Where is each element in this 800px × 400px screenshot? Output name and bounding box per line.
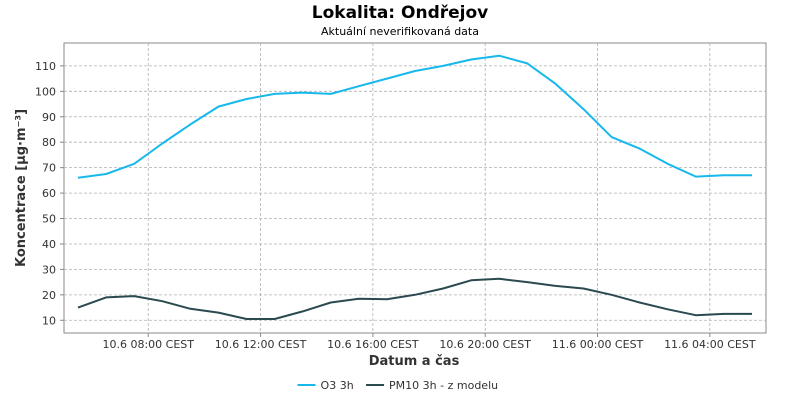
y-tick-label: 90 [42, 111, 56, 124]
y-tick-label: 30 [42, 263, 56, 276]
x-tick-label: 11.6 04:00 CEST [664, 338, 756, 351]
y-tick-label: 40 [42, 238, 56, 251]
x-axis-label: Datum a čas [369, 354, 460, 369]
y-axis-ticks: 10 20 30 40 50 60 70 80 90 100 110 [35, 60, 64, 327]
series-line-pm10 [77, 277, 752, 320]
legend-item-label: O3 3h [321, 379, 354, 392]
grid-lines [64, 43, 766, 333]
legend-item-label: PM10 3h - z modelu [389, 379, 498, 392]
chart-subtitle: Aktuální neverifikovaná data [321, 25, 479, 38]
series-lines [77, 54, 752, 320]
x-tick-label: 10.6 12:00 CEST [215, 338, 307, 351]
y-tick-label: 70 [42, 162, 56, 175]
chart-title: Lokalita: Ondřejov [312, 3, 488, 23]
x-tick-label: 10.6 08:00 CEST [102, 338, 194, 351]
series-line-o3 [77, 54, 752, 179]
x-tick-label: 10.6 20:00 CEST [439, 338, 531, 351]
x-tick-label: 11.6 00:00 CEST [552, 338, 644, 351]
legend: O3 3h PM10 3h - z modelu [297, 379, 498, 392]
y-tick-label: 50 [42, 213, 56, 226]
y-tick-label: 10 [42, 314, 56, 327]
x-axis-ticks: 10.6 08:00 CEST 10.6 12:00 CEST 10.6 16:00… [102, 333, 756, 351]
y-tick-label: 110 [35, 60, 56, 73]
y-tick-label: 80 [42, 136, 56, 149]
plot-area [63, 42, 767, 334]
y-tick-label: 100 [35, 85, 56, 98]
y-tick-label: 60 [42, 187, 56, 200]
x-tick-label: 10.6 16:00 CEST [327, 338, 419, 351]
y-axis-label: Koncentrace [µg·m⁻³] [14, 109, 29, 267]
y-tick-label: 20 [42, 289, 56, 302]
